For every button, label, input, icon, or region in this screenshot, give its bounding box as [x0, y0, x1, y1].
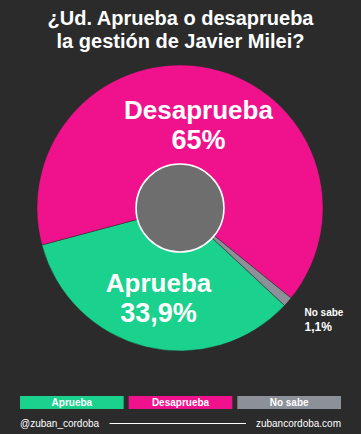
- title: ¿Ud. Aprueba o desaprueba la gestión de …: [8, 7, 353, 53]
- legend-label: No sabe: [270, 397, 309, 408]
- pie: [37, 65, 323, 351]
- slice-name: Aprueba: [106, 268, 212, 298]
- legend: Aprueba Desaprueba No sabe: [20, 396, 341, 409]
- chart: Aprueba33,9%Desaprueba65%No sabe1,1%Apru…: [0, 0, 361, 434]
- footer-handle: @zuban_cordoba: [20, 418, 100, 429]
- data-label: 1,1%: [304, 320, 332, 334]
- footer-site: zubancordoba.com: [256, 418, 341, 429]
- legend-label: Aprueba: [52, 397, 93, 408]
- legend-swatch: [20, 396, 124, 409]
- slice-labels: Aprueba33,9% Desaprueba65% No sabe 1,1%: [106, 95, 344, 334]
- footer: @zuban_cordoba zubancordoba.com: [20, 418, 341, 429]
- center-photo: [136, 164, 224, 252]
- legend-label: Desaprueba: [152, 397, 210, 408]
- data-label: 33,9%: [120, 298, 197, 328]
- slice-name: Desaprueba: [124, 95, 273, 125]
- data-label: 65%: [171, 125, 225, 155]
- legend-swatch: [129, 396, 233, 409]
- slice-name: No sabe: [304, 307, 343, 318]
- pie-slice: [37, 65, 323, 298]
- footer-rule: [110, 423, 246, 424]
- legend-swatch: [237, 396, 341, 409]
